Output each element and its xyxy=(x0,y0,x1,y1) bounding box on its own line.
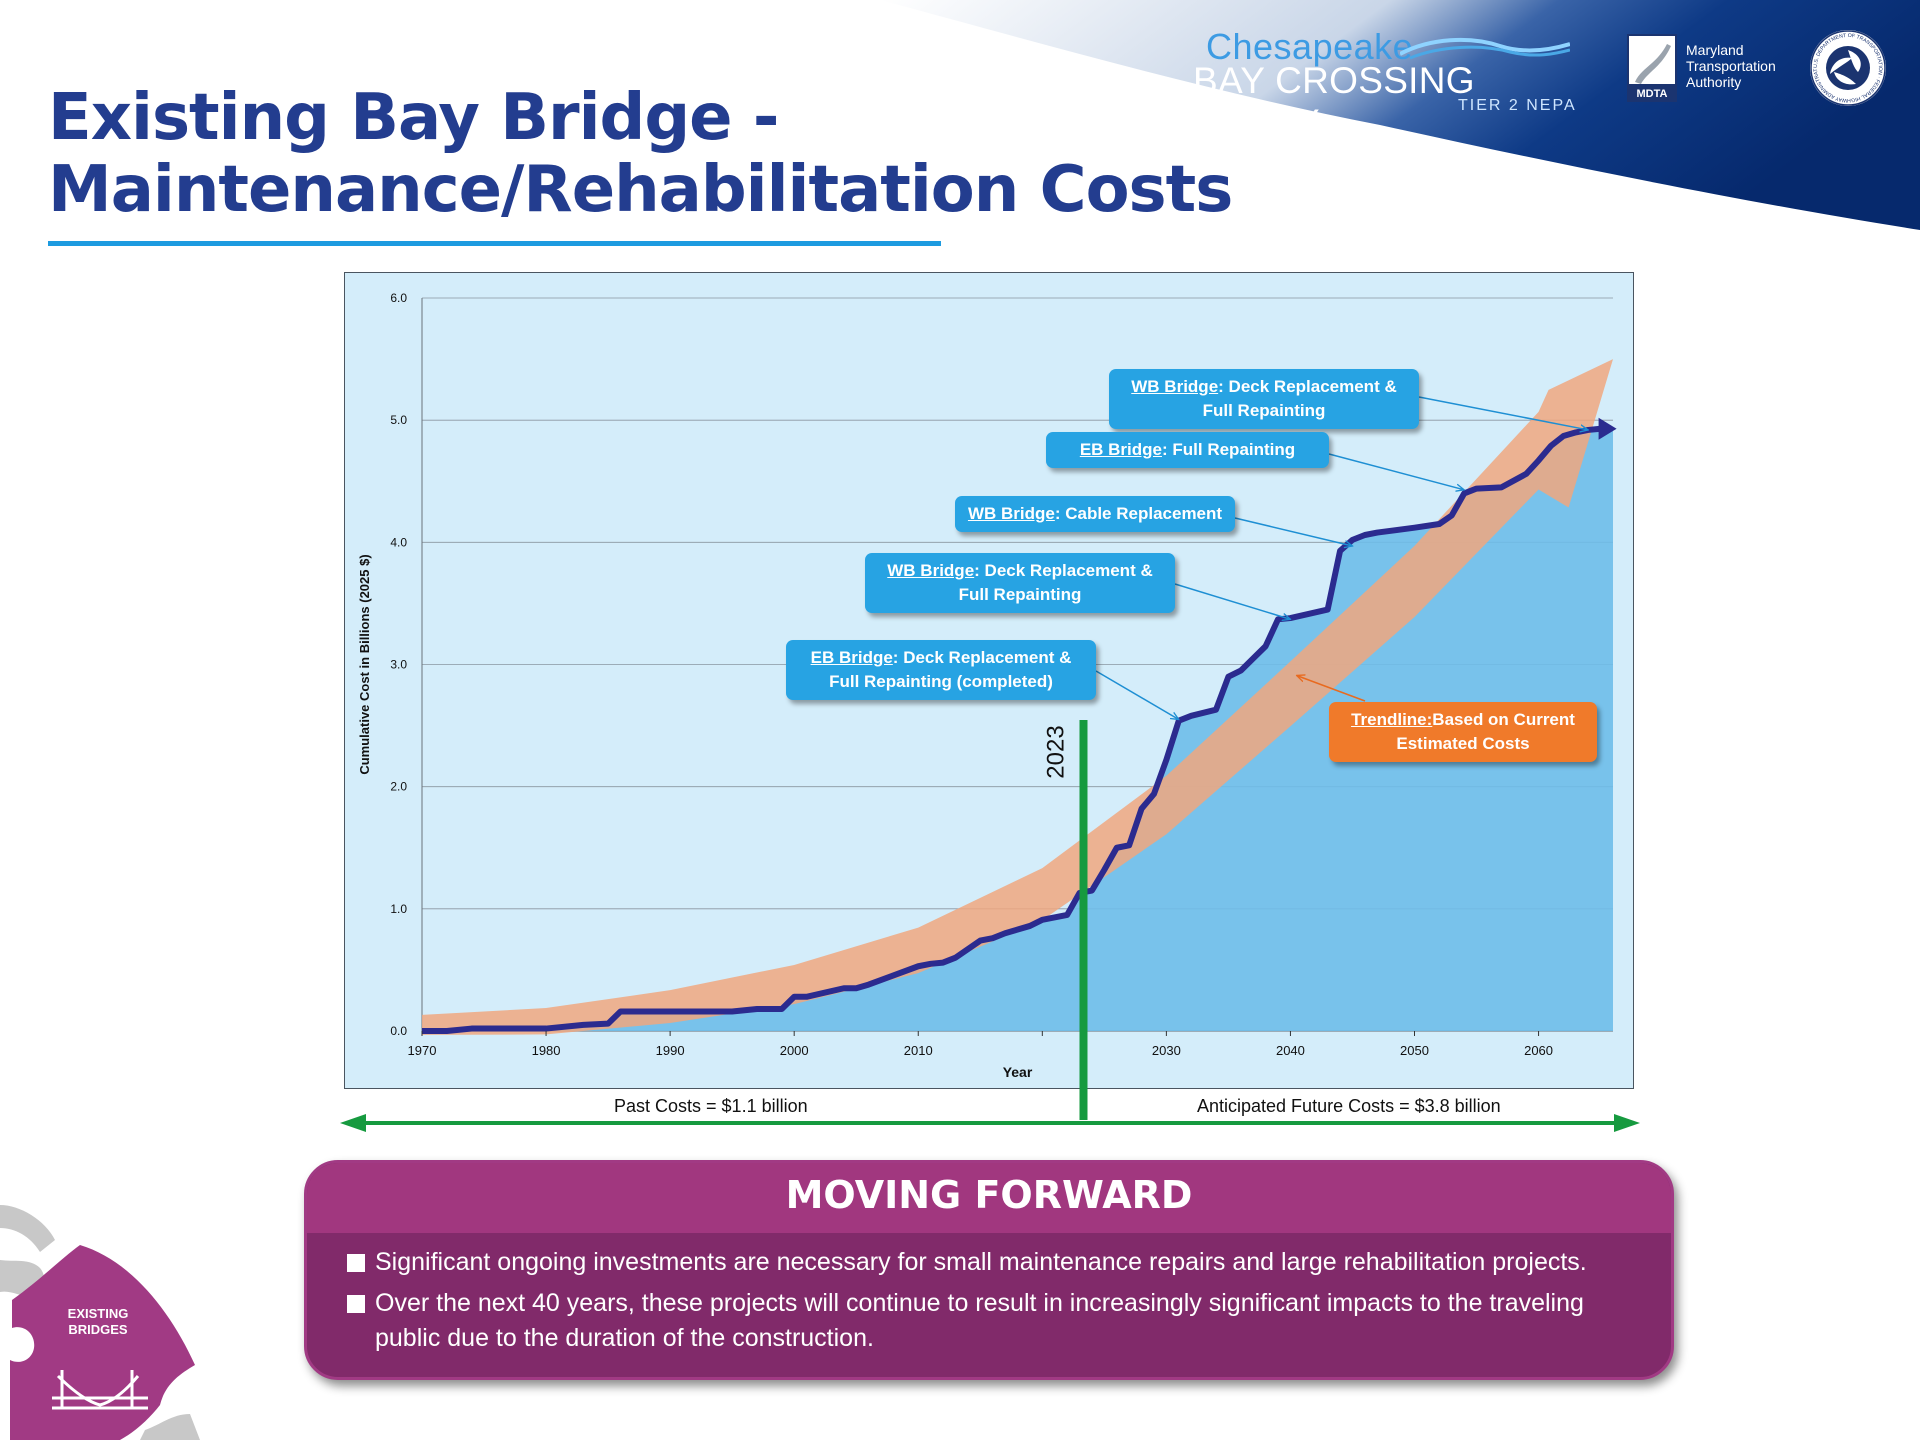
callout-trendline: Trendline:Based on Current Estimated Cos… xyxy=(1329,702,1597,762)
callout-text: Deck Replacement & Full Repainting xyxy=(1202,377,1397,420)
wave-icon xyxy=(1400,37,1570,60)
callout-leaders xyxy=(1095,396,1588,719)
y-tick-label: 1.0 xyxy=(390,902,407,916)
mdta-logo-icon: MDTA xyxy=(1627,34,1677,102)
callout-name: WB Bridge xyxy=(1131,377,1219,396)
dot-seal-icon: U.S. DEPARTMENT OF TRANSPORTATION · FEDE… xyxy=(1808,28,1886,106)
x-tick-label: 1990 xyxy=(656,1043,685,1058)
agency-name: Maryland Transportation Authority xyxy=(1686,42,1776,90)
x-tick-label: 1980 xyxy=(532,1043,561,1058)
cost-area xyxy=(422,428,1613,1031)
x-tick-label: 2000 xyxy=(780,1043,809,1058)
future-costs-label: Anticipated Future Costs = $3.8 billion xyxy=(1197,1096,1501,1116)
agency-line1: Maryland xyxy=(1686,42,1744,58)
trendline-label-name: Trendline: xyxy=(1351,710,1433,729)
callout-eb-repaint: EB Bridge: Full Repainting xyxy=(1046,432,1329,468)
callout-text: Full Repainting xyxy=(1172,440,1296,459)
x-tick-label: 2010 xyxy=(904,1043,933,1058)
callout-name: EB Bridge xyxy=(810,648,893,667)
moving-forward-title: MOVING FORWARD xyxy=(785,1173,1193,1217)
callout-leader-line xyxy=(1328,453,1464,490)
moving-forward-list: Significant ongoing investments are nece… xyxy=(347,1245,1647,1362)
trendline-arrow xyxy=(422,359,1613,1035)
callout-wb-deck-2064: WB Bridge: Deck Replacement & Full Repai… xyxy=(1109,369,1419,429)
cost-line-arrowhead xyxy=(1598,417,1617,440)
bullet-item: Over the next 40 years, these projects w… xyxy=(347,1286,1647,1356)
square-bullet-icon xyxy=(347,1254,365,1272)
callout-text: Deck Replacement & Full Repainting xyxy=(958,561,1153,604)
cost-chart: 0.0 1.0 2.0 3.0 4.0 5.0 6.0 1970 1980 1990 2000 201… xyxy=(344,272,1634,1089)
trendline-leader-line xyxy=(1297,675,1366,702)
x-tick-label: 2060 xyxy=(1524,1043,1553,1058)
cost-line xyxy=(422,417,1617,1034)
existing-bridges-line1: EXISTING xyxy=(67,1306,129,1321)
x-tick-label: 1970 xyxy=(408,1043,437,1058)
study-name-line2: BAY CROSSING STUDY xyxy=(1193,60,1475,143)
study-name-line1: Chesapeake xyxy=(1206,26,1414,67)
page-title-line1: Existing Bay Bridge - xyxy=(48,81,779,155)
callout-text: Deck Replacement & Full Repainting (comp… xyxy=(829,648,1072,691)
y-tick-label: 3.0 xyxy=(390,658,407,672)
callout-eb-deck-completed: EB Bridge: Deck Replacement & Full Repai… xyxy=(786,640,1096,700)
arrow-right-icon xyxy=(1614,1114,1640,1132)
mdta-badge-text: MDTA xyxy=(1637,88,1668,100)
cost-polyline xyxy=(422,425,1601,1034)
callout-leader-line xyxy=(1095,670,1179,719)
page-title: Existing Bay Bridge - Maintenance/Rehabi… xyxy=(48,81,1233,227)
x-tick-label: 2030 xyxy=(1152,1043,1181,1058)
existing-bridges-puzzle-icon xyxy=(0,1205,200,1440)
chart-canvas: 0.0 1.0 2.0 3.0 4.0 5.0 6.0 1970 1980 1990 2000 201… xyxy=(357,291,1617,1080)
y-axis-title: Cumulative Cost in Billions (2025 $) xyxy=(357,554,372,774)
x-tick-label: 2050 xyxy=(1400,1043,1429,1058)
cost-area-fill xyxy=(422,428,1613,1031)
callout-name: WB Bridge xyxy=(887,561,975,580)
callout-leader-line xyxy=(1418,396,1588,430)
callout-leader-line xyxy=(1174,583,1290,619)
existing-bridges-line2: BRIDGES xyxy=(68,1322,128,1337)
cost-range-arrow xyxy=(340,1114,1640,1132)
moving-forward-panel: MOVING FORWARD Significant ongoing inves… xyxy=(304,1160,1674,1380)
callout-leader-line xyxy=(1234,517,1352,546)
y-tick-label: 2.0 xyxy=(390,780,407,794)
bullet-text: Over the next 40 years, these projects w… xyxy=(375,1289,1584,1352)
callout-text: Cable Replacement xyxy=(1065,504,1223,523)
arrow-left-icon xyxy=(340,1114,366,1132)
existing-bridges-label: EXISTING BRIDGES xyxy=(58,1306,138,1338)
agency-line2: Transportation xyxy=(1686,58,1776,74)
title-underline xyxy=(48,241,941,246)
bay-crossing-study-logo: Chesapeake BAY CROSSING STUDY TIER 2 NEP… xyxy=(1190,26,1580,143)
agency-line3: Authority xyxy=(1686,74,1742,90)
trendline-band xyxy=(422,359,1613,1035)
x-tick-label: 2040 xyxy=(1276,1043,1305,1058)
callout-name: WB Bridge xyxy=(967,504,1055,523)
bullet-item: Significant ongoing investments are nece… xyxy=(347,1245,1647,1280)
callout-name: EB Bridge xyxy=(1079,440,1162,459)
y-tick-label: 5.0 xyxy=(390,413,407,427)
y-tick-label: 4.0 xyxy=(390,535,407,549)
callout-wb-cable: WB Bridge: Cable Replacement xyxy=(955,496,1235,532)
page-title-line2: Maintenance/Rehabilitation Costs xyxy=(48,153,1233,227)
trendline-label-text: Based on Current Estimated Costs xyxy=(1396,710,1575,753)
study-name-line3: TIER 2 NEPA xyxy=(1458,97,1577,114)
x-axis-title: Year xyxy=(1003,1064,1033,1080)
y-tick-label: 6.0 xyxy=(390,291,407,305)
axis-ticks: 0.0 1.0 2.0 3.0 4.0 5.0 6.0 1970 1980 1990 2000 201… xyxy=(390,291,1553,1058)
bullet-text: Significant ongoing investments are nece… xyxy=(375,1248,1587,1276)
square-bullet-icon xyxy=(347,1295,365,1313)
y-tick-label: 0.0 xyxy=(390,1024,407,1038)
callout-wb-deck: WB Bridge: Deck Replacement & Full Repai… xyxy=(865,553,1175,613)
moving-forward-header: MOVING FORWARD xyxy=(307,1163,1671,1233)
past-costs-label: Past Costs = $1.1 billion xyxy=(614,1096,808,1116)
